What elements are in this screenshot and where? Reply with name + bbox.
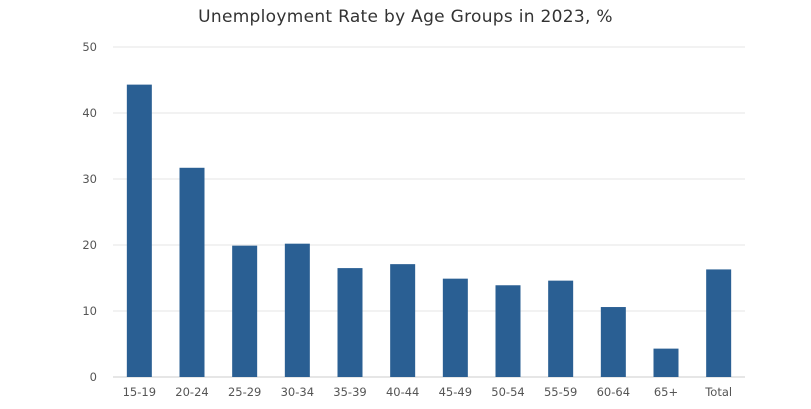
- bar-40-44[interactable]: [390, 264, 416, 377]
- x-tick-label: 15-19: [123, 385, 156, 399]
- x-axis-ticks: 15-19 20-24 25-29 30-34 35-39 40-44 45-49 50-54…: [123, 385, 732, 399]
- bar-50-54[interactable]: [495, 285, 521, 377]
- bar-30-34[interactable]: [284, 243, 310, 377]
- x-tick-label: 50-54: [491, 385, 524, 399]
- y-tick-label: 0: [90, 370, 97, 384]
- y-tick-label: 50: [82, 40, 97, 54]
- bar-20-24[interactable]: [179, 167, 205, 377]
- bar-25-29[interactable]: [232, 245, 258, 377]
- bar-35-39[interactable]: [337, 268, 363, 377]
- y-tick-label: 40: [82, 106, 97, 120]
- y-tick-label: 30: [82, 172, 97, 186]
- x-tick-label: 25-29: [228, 385, 261, 399]
- x-tick-label: 30-34: [281, 385, 314, 399]
- x-tick-label: 65+: [654, 385, 678, 399]
- bar-65-[interactable]: [653, 348, 679, 377]
- bar-15-19[interactable]: [126, 84, 152, 378]
- y-tick-label: 20: [82, 238, 97, 252]
- x-tick-label: 20-24: [175, 385, 208, 399]
- bar-60-64[interactable]: [600, 307, 626, 377]
- y-tick-label: 10: [82, 304, 97, 318]
- bar-total[interactable]: [706, 269, 732, 377]
- bar-45-49[interactable]: [442, 278, 468, 377]
- x-tick-label: 45-49: [439, 385, 472, 399]
- x-tick-label: 35-39: [333, 385, 366, 399]
- y-axis-ticks: 0 10 20 30 40 50: [82, 40, 97, 384]
- x-tick-label: 40-44: [386, 385, 419, 399]
- x-tick-label: Total: [704, 385, 732, 399]
- bar-55-59[interactable]: [548, 280, 574, 377]
- bars: [126, 84, 732, 378]
- x-tick-label: 60-64: [597, 385, 630, 399]
- chart-title: Unemployment Rate by Age Groups in 2023,…: [198, 7, 613, 27]
- gridlines: [113, 46, 745, 378]
- x-tick-label: 55-59: [544, 385, 577, 399]
